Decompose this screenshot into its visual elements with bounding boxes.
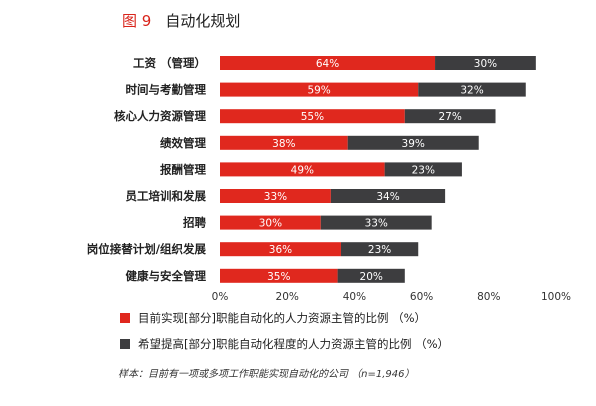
category-label: 员工培训和发展 xyxy=(126,189,207,203)
x-tick-label: 0% xyxy=(212,291,229,303)
bar-current xyxy=(220,215,321,230)
figure-number: 图 9 xyxy=(122,12,152,30)
bar-chart: 工资 （管理） 64% 30% 时间与考勤管理 59% 32% 核心人力资源管理 55% 27%… xyxy=(87,56,571,303)
data-label: 34% xyxy=(376,191,399,203)
bar-desired xyxy=(384,162,462,177)
category-label: 绩效管理 xyxy=(160,136,206,150)
bar-desired xyxy=(330,189,446,203)
data-label: 27% xyxy=(438,111,461,123)
data-label: 64% xyxy=(316,58,339,70)
data-label: 33% xyxy=(365,218,388,230)
data-label: 35% xyxy=(267,271,290,283)
legend-swatch-current xyxy=(120,313,130,323)
data-label: 32% xyxy=(460,85,483,97)
bar-desired xyxy=(435,56,536,70)
category-label: 核心人力资源管理 xyxy=(114,109,206,123)
category-label: 时间与考勤管理 xyxy=(126,83,207,97)
legend-label-current: 目前实现[部分]职能自动化的人力资源主管的比例 （%） xyxy=(138,311,427,325)
figure-title: 图 9 自动化规划 xyxy=(122,10,240,31)
data-label: 33% xyxy=(264,191,287,203)
bar-current xyxy=(220,242,341,257)
legend-label-desired: 希望提高[部分]职能自动化程度的人力资源主管的比例 （%） xyxy=(138,337,450,351)
data-label: 36% xyxy=(269,244,292,256)
legend-item-desired: 希望提高[部分]职能自动化程度的人力资源主管的比例 （%） xyxy=(120,336,449,352)
bar-current xyxy=(220,56,436,70)
x-tick-label: 60% xyxy=(410,291,433,303)
category-label: 报酬管理 xyxy=(160,162,206,176)
data-label: 55% xyxy=(301,111,324,123)
category-label: 工资 （管理） xyxy=(133,56,206,70)
bar-desired xyxy=(418,82,526,97)
data-label: 49% xyxy=(291,164,314,176)
x-tick-label: 100% xyxy=(541,291,571,303)
legend-swatch-desired xyxy=(120,339,130,349)
bar-desired xyxy=(320,215,432,230)
data-label: 23% xyxy=(368,244,391,256)
bar-current xyxy=(220,268,338,283)
category-label: 健康与安全管理 xyxy=(126,269,207,283)
x-tick-label: 80% xyxy=(477,291,500,303)
bar-desired xyxy=(340,242,419,257)
category-label: 岗位接替计划/组织发展 xyxy=(87,242,207,256)
data-label: 30% xyxy=(259,218,282,230)
data-label: 20% xyxy=(360,271,383,283)
data-label: 23% xyxy=(412,164,435,176)
sample-note: 样本：目前有一项或多项工作职能实现自动化的公司 （n=1,946） xyxy=(118,369,415,380)
x-tick-label: 40% xyxy=(343,291,366,303)
x-tick-label: 20% xyxy=(276,291,299,303)
legend-item-current: 目前实现[部分]职能自动化的人力资源主管的比例 （%） xyxy=(120,310,426,326)
bar-desired xyxy=(337,268,405,283)
bar-current xyxy=(220,162,385,177)
bar-current xyxy=(220,82,419,97)
data-label: 39% xyxy=(402,138,425,150)
data-label: 30% xyxy=(474,58,497,70)
bar-current xyxy=(220,189,331,203)
bar-current xyxy=(220,109,405,124)
figure-title-text: 自动化规划 xyxy=(165,12,241,30)
data-label: 59% xyxy=(307,85,330,97)
bar-current xyxy=(220,135,348,150)
bar-desired xyxy=(347,135,479,150)
category-label: 招聘 xyxy=(183,216,206,230)
bar-desired xyxy=(404,109,496,124)
data-label: 38% xyxy=(272,138,295,150)
